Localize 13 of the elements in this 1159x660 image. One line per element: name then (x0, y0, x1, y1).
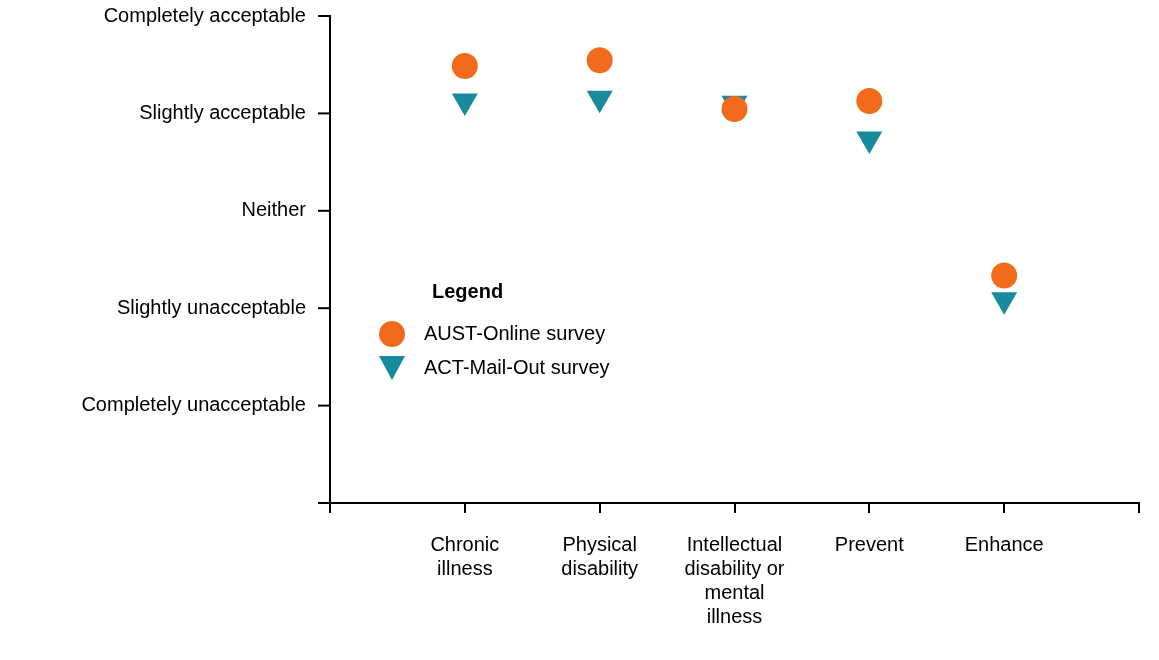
x-tick-label: Enhance (964, 532, 1044, 555)
x-tick-label: Physical disability (561, 532, 639, 579)
legend-title: Legend (432, 279, 505, 303)
text: Slightly acceptable (139, 100, 306, 123)
x-tick-label: Intellectual disability or mental illness (684, 532, 785, 627)
legend-label: AUST-Online survey (424, 322, 606, 345)
text: Completely unacceptable (81, 393, 306, 416)
text: Neither (241, 198, 307, 221)
text: Completely acceptable (103, 3, 306, 26)
text: Slightly unacceptable (116, 295, 306, 318)
legend-label: ACT-Mail-Out survey (424, 356, 610, 379)
x-tick-label: Prevent (834, 532, 905, 555)
x-tick-label: Chronic illness (430, 532, 500, 579)
